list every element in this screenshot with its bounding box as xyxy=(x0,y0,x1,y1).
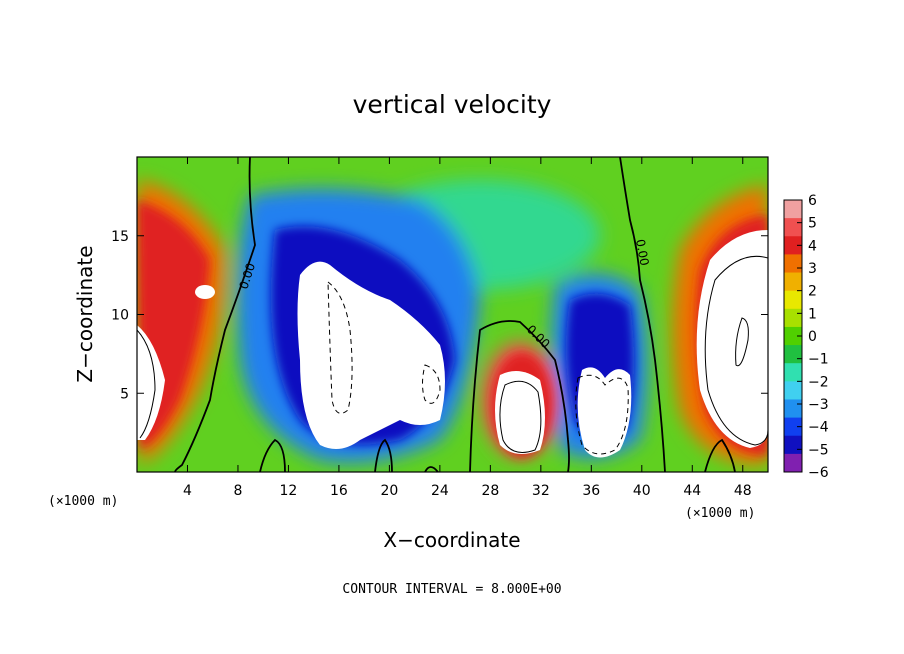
positive-contour-center xyxy=(499,380,542,453)
colorbar-label-3: 3 xyxy=(808,261,817,277)
y-axis-title: Z−coordinate xyxy=(73,245,97,382)
colorbar-label-9: −3 xyxy=(808,397,829,413)
contour-interval-text: CONTOUR INTERVAL = 8.000E+00 xyxy=(342,582,561,597)
contour-label-right: 0.00 xyxy=(633,238,651,267)
colorbar-label-2: 4 xyxy=(808,238,817,254)
contour-lines xyxy=(137,157,768,472)
y-axis-ticks: 5 10 15 xyxy=(111,229,768,402)
y-tick-label-2: 15 xyxy=(111,229,129,245)
colorbar-swatch-5 xyxy=(784,290,802,310)
x-tick-label-5: 24 xyxy=(431,483,449,499)
positive-contour-right xyxy=(704,255,768,446)
white-core-left xyxy=(137,325,165,440)
zero-contour-left xyxy=(174,157,256,472)
colorbar-swatch-2 xyxy=(784,236,802,255)
zero-contour-center xyxy=(469,320,570,472)
x-tick-label-1: 8 xyxy=(233,483,242,499)
heatmap-field xyxy=(137,157,768,472)
colorbar-label-1: 5 xyxy=(808,216,817,232)
colorbar-label-0: 6 xyxy=(808,193,817,209)
y-tick-label-0: 5 xyxy=(120,386,129,402)
x-axis-title: X−coordinate xyxy=(383,528,520,552)
zero-contour-small-1 xyxy=(259,438,286,472)
white-core-left-blue xyxy=(297,261,445,449)
x-tick-label-10: 44 xyxy=(683,483,701,499)
positive-contour-left xyxy=(137,329,156,439)
x-tick-label-7: 32 xyxy=(532,483,550,499)
zero-contour-small-4 xyxy=(704,438,736,472)
colorbar-swatch-11 xyxy=(784,399,802,419)
colorbar-label-4: 2 xyxy=(808,284,817,300)
x-tick-label-4: 20 xyxy=(380,483,398,499)
colorbar-swatch-8 xyxy=(784,345,802,364)
x-tick-label-11: 48 xyxy=(734,483,752,499)
y-tick-label-1: 10 xyxy=(111,308,129,324)
colorbar-swatch-1 xyxy=(784,218,802,237)
x-unit-right: (×1000 m) xyxy=(685,506,755,521)
colorbar-label-10: −4 xyxy=(808,420,829,436)
white-core-small xyxy=(195,285,215,299)
colorbar-swatch-4 xyxy=(784,272,802,292)
colorbar-swatch-13 xyxy=(784,435,802,455)
colorbar-label-5: 1 xyxy=(808,306,817,322)
colorbar-label-6: 0 xyxy=(808,329,817,345)
colorbar-swatch-7 xyxy=(784,326,802,346)
x-axis-ticks: 4 8 12 16 20 24 28 32 36 40 44 48 xyxy=(183,157,752,499)
colorbar-swatch-0 xyxy=(784,200,802,219)
colorbar: 6 5 4 3 2 1 0 −1 −2 −3 −4 −5 −6 xyxy=(783,193,829,481)
x-tick-label-2: 12 xyxy=(280,483,298,499)
zero-contour-small-3 xyxy=(424,466,439,472)
colorbar-label-11: −5 xyxy=(808,442,829,458)
x-tick-label-6: 28 xyxy=(481,483,499,499)
negative-contour-1 xyxy=(327,280,353,414)
white-core-right xyxy=(696,230,768,448)
chart-title: vertical velocity xyxy=(353,90,552,119)
positive-contour-right-inner xyxy=(735,317,749,367)
x-tick-label-8: 36 xyxy=(582,483,600,499)
negative-contour-3 xyxy=(575,374,629,455)
colorbar-label-12: −6 xyxy=(808,465,829,481)
colorbar-label-7: −1 xyxy=(808,352,829,368)
white-core-center xyxy=(495,371,545,454)
colorbar-label-8: −2 xyxy=(808,374,829,390)
zero-contour-right xyxy=(619,157,666,472)
colorbar-swatch-3 xyxy=(784,254,802,274)
white-core-right-blue xyxy=(577,367,632,458)
colorbar-swatch-6 xyxy=(784,308,802,328)
negative-contour-2 xyxy=(422,364,441,404)
x-unit-left: (×1000 m) xyxy=(48,494,118,509)
zero-contour-small-2 xyxy=(374,438,393,472)
colorbar-swatch-12 xyxy=(784,417,802,437)
colorbar-swatch-10 xyxy=(784,381,802,400)
x-tick-label-3: 16 xyxy=(330,483,348,499)
colorbar-swatch-9 xyxy=(784,363,802,382)
colorbar-swatch-14 xyxy=(784,453,802,473)
x-tick-label-0: 4 xyxy=(183,483,192,499)
x-tick-label-9: 40 xyxy=(633,483,651,499)
